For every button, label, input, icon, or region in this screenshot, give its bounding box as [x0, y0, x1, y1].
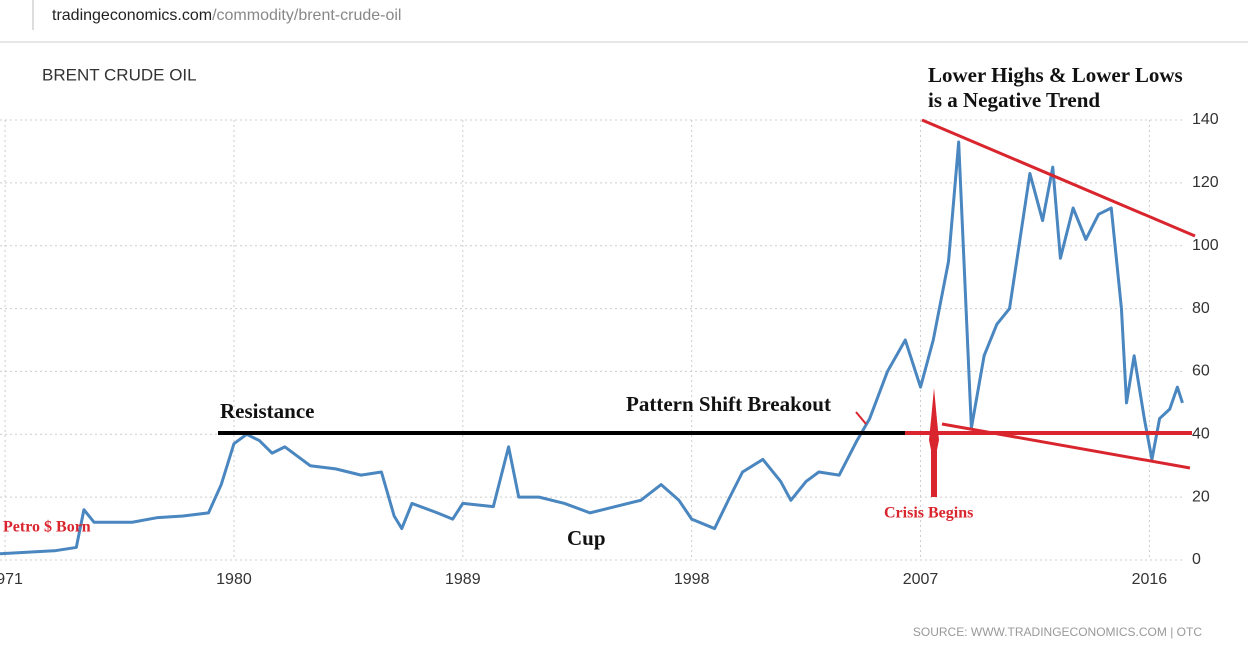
y-tick-label: 120	[1192, 174, 1219, 191]
source: SOURCE: WWW.TRADINGECONOMICS.COM | OTC	[913, 625, 1202, 639]
annotation: Crisis Begins	[884, 505, 973, 522]
upper-trend-line	[921, 118, 1196, 238]
y-tick-label: 20	[1192, 488, 1210, 505]
y-tick-label: 140	[1192, 111, 1219, 128]
chart-title: BRENT CRUDE OIL	[42, 65, 197, 84]
url-domain: tradingeconomics.com	[52, 7, 212, 24]
url[interactable]: tradingeconomics.com/commodity/brent-cru…	[52, 7, 401, 24]
x-tick-label: 1989	[445, 571, 481, 588]
plot: 0 20 40 60 80 100 120 140 1971 1980 1989 1998 2007 20…	[0, 111, 1219, 588]
crisis-marker	[929, 388, 939, 497]
lower-trend-line	[941, 422, 1191, 470]
url-path: /commodity/brent-crude-oil	[212, 7, 401, 24]
pointer	[855, 411, 867, 425]
x-tick-label: 2016	[1132, 571, 1168, 588]
y-tick-label: 40	[1192, 426, 1210, 443]
y-tick-label: 0	[1192, 551, 1201, 568]
annotation: Pattern Shift Breakout	[626, 392, 831, 416]
address-bar	[0, 0, 1248, 42]
y-tick-label: 80	[1192, 300, 1210, 317]
annotation: Resistance	[220, 399, 314, 423]
x-tick-label: 2007	[903, 571, 939, 588]
annotation: is a Negative Trend	[928, 88, 1100, 112]
annotation: Petro $ Born	[3, 519, 91, 536]
price-line	[0, 140, 1184, 556]
x-tick-label: 1980	[216, 571, 252, 588]
x-tick-label: 1998	[674, 571, 710, 588]
y-tick-label: 60	[1192, 363, 1210, 380]
annotation: Lower Highs & Lower Lows	[928, 63, 1183, 87]
x-tick-label: 1971	[0, 571, 23, 588]
y-tick-label: 100	[1192, 237, 1219, 254]
annotation: Cup	[567, 526, 606, 550]
